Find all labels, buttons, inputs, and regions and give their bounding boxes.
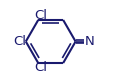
Text: Cl: Cl (13, 35, 26, 48)
Text: N: N (85, 35, 94, 48)
Text: Cl: Cl (34, 9, 47, 22)
Text: Cl: Cl (34, 61, 47, 74)
